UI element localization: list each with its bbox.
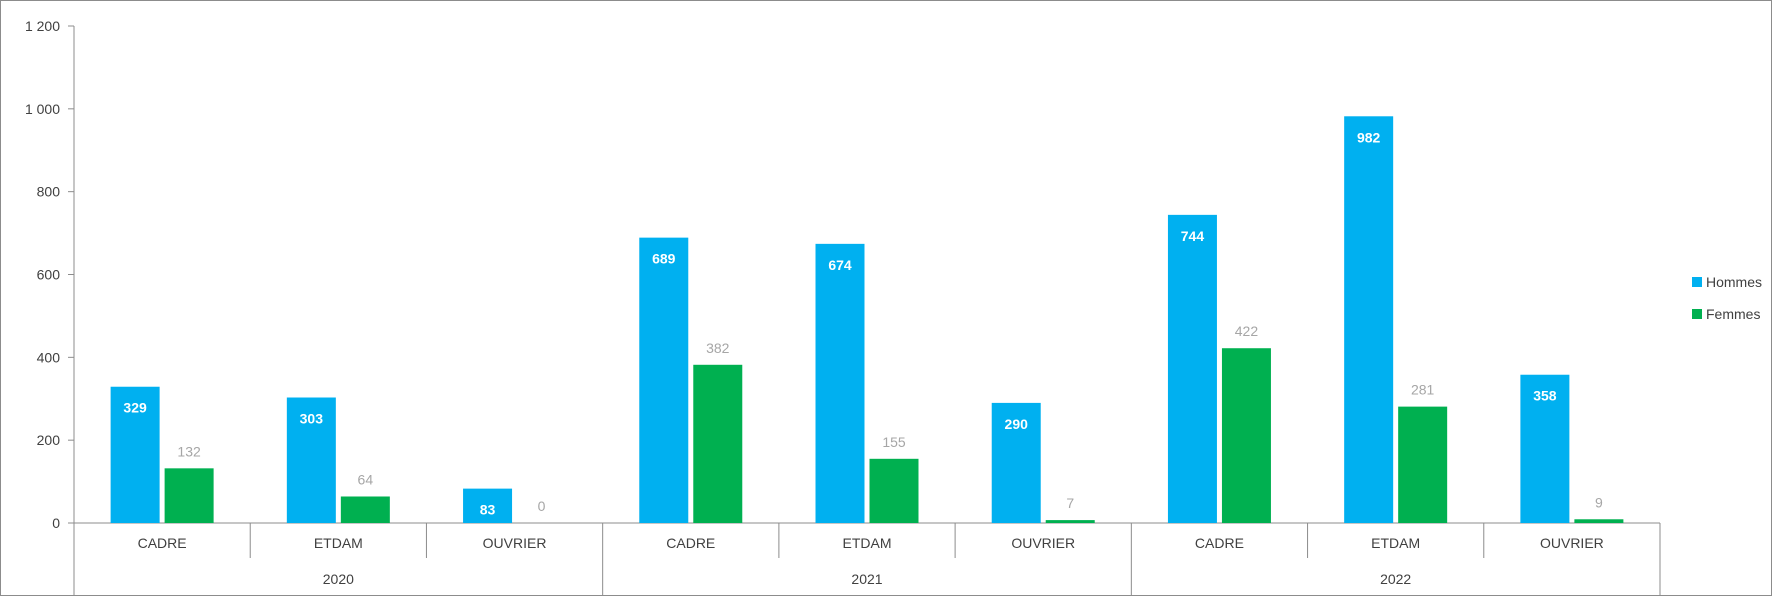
bars (110, 116, 1624, 524)
data-label-hommes: 290 (1005, 416, 1029, 432)
data-label-hommes: 303 (300, 411, 324, 427)
data-label-femmes: 382 (706, 340, 730, 356)
y-tick-label: 400 (37, 349, 61, 365)
legend-label-hommes: Hommes (1706, 274, 1762, 290)
y-tick-label: 200 (37, 432, 61, 448)
bar-hommes (110, 386, 160, 523)
category-label: CADRE (1195, 535, 1244, 551)
data-label-femmes: 7 (1066, 495, 1074, 511)
data-label-hommes: 83 (480, 502, 496, 518)
data-label-hommes: 744 (1181, 228, 1205, 244)
year-label: 2020 (323, 571, 354, 587)
bar-hommes (286, 397, 336, 523)
data-label-femmes: 9 (1595, 494, 1603, 510)
bar-femmes (1045, 520, 1095, 523)
category-label: CADRE (138, 535, 187, 551)
data-labels: 329 132 303 64 83 0 689 382 674 155 290 7 744 422 982 2… (123, 129, 1603, 517)
category-label: OUVRIER (1540, 535, 1604, 551)
year-label: 2021 (851, 571, 882, 587)
category-label: OUVRIER (483, 535, 547, 551)
category-label: OUVRIER (1011, 535, 1075, 551)
y-tick-label: 600 (37, 267, 61, 283)
axes: 0 200 400 600 800 1 000 1 200 CADRE ETDAM OUVRIER… (25, 18, 1661, 595)
y-tick-label: 800 (37, 184, 61, 200)
bar-hommes (991, 402, 1041, 523)
bar-femmes (693, 364, 743, 523)
y-tick-label: 1 200 (25, 18, 60, 34)
category-label: ETDAM (1371, 535, 1420, 551)
data-label-femmes: 0 (538, 498, 546, 514)
year-label: 2022 (1380, 571, 1411, 587)
y-tick-label: 1 000 (25, 101, 60, 117)
data-label-femmes: 132 (177, 443, 201, 459)
bar-hommes (815, 243, 865, 523)
legend-label-femmes: Femmes (1706, 306, 1760, 322)
bar-femmes (1221, 348, 1271, 523)
bar-hommes (639, 237, 689, 523)
data-label-hommes: 689 (652, 251, 676, 267)
category-label: CADRE (666, 535, 715, 551)
category-label: ETDAM (314, 535, 363, 551)
y-tick-label: 0 (52, 515, 60, 531)
data-label-hommes: 674 (828, 257, 852, 273)
bar-femmes (869, 458, 919, 523)
data-label-hommes: 358 (1533, 388, 1557, 404)
data-label-femmes: 64 (358, 471, 374, 487)
bar-hommes (463, 488, 513, 523)
data-label-hommes: 329 (123, 400, 147, 416)
data-label-femmes: 422 (1235, 323, 1259, 339)
legend: Hommes Femmes (1692, 274, 1762, 322)
legend-swatch-hommes (1692, 277, 1702, 287)
bar-femmes (164, 468, 214, 523)
category-label: ETDAM (843, 535, 892, 551)
bar-femmes (340, 496, 390, 523)
bar-hommes (1167, 214, 1217, 524)
bar-femmes (1574, 519, 1624, 523)
legend-swatch-femmes (1692, 309, 1702, 319)
data-label-femmes: 155 (882, 434, 906, 450)
bar-femmes (1398, 406, 1448, 523)
bar-hommes (1520, 374, 1570, 523)
data-label-femmes: 281 (1411, 382, 1435, 398)
bar-hommes (1344, 116, 1394, 523)
data-label-hommes: 982 (1357, 129, 1381, 145)
